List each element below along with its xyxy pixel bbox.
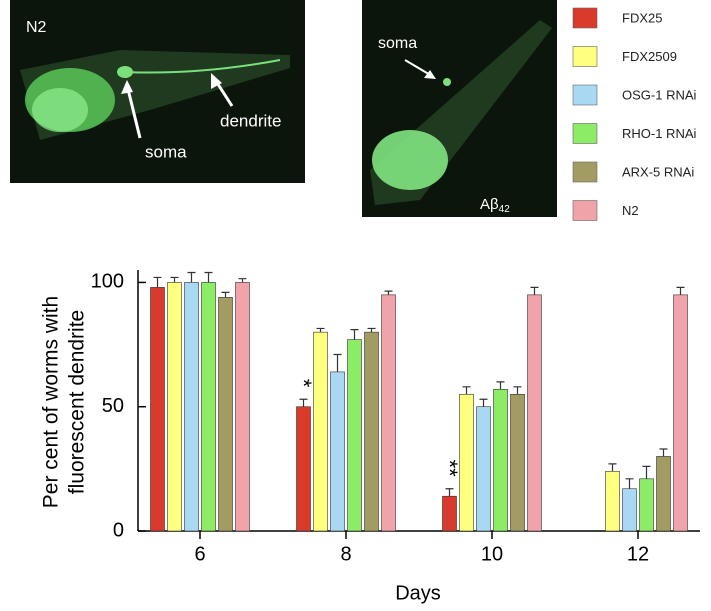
y-tick-label: 0 (113, 519, 124, 541)
bar (527, 294, 542, 532)
bar (381, 294, 396, 532)
error-bar (221, 291, 230, 298)
panel-label-sub: 42 (499, 204, 511, 215)
bar (622, 488, 637, 532)
bar (493, 389, 508, 532)
error-bar (153, 276, 162, 288)
annotation: dendrite (220, 111, 281, 130)
error-bar (367, 327, 376, 333)
panel-label: Aβ42 (480, 196, 510, 215)
error-bar (316, 327, 325, 333)
x-tick-label: 8 (340, 543, 351, 565)
bar (201, 282, 216, 532)
significance-mark: * (291, 379, 316, 388)
micrograph-abeta: soma Aβ42 (362, 0, 557, 217)
error-bar (350, 329, 359, 340)
panel-label: N2 (26, 19, 47, 36)
y-tick-label: 100 (91, 271, 124, 293)
error-bar (496, 381, 505, 390)
error-bar (479, 398, 488, 407)
bar (510, 393, 525, 532)
bar (347, 339, 362, 532)
bar (605, 471, 620, 532)
error-bar (170, 276, 179, 283)
error-bar (187, 271, 196, 283)
error-bar (299, 398, 308, 407)
bar (296, 406, 311, 532)
legend-label: FDX2509 (622, 49, 677, 64)
x-tick-label: 12 (627, 543, 649, 565)
error-bar (642, 465, 651, 479)
x-axis-label: Days (395, 582, 441, 604)
bar (656, 456, 671, 532)
panel-label-main: Aβ (480, 196, 499, 213)
error-bar (333, 353, 342, 372)
annotation: soma (378, 35, 417, 52)
bar (673, 294, 688, 532)
legend-swatch (572, 161, 598, 183)
micrograph-n2: N2 soma dendrite (10, 0, 305, 183)
legend-label: ARX-5 RNAi (622, 164, 694, 179)
error-bar (608, 463, 617, 472)
error-bar (445, 488, 454, 497)
y-tick-label: 50 (102, 395, 124, 417)
bar (330, 371, 345, 532)
annotation: soma (145, 142, 187, 161)
bar (639, 478, 654, 532)
legend-swatch (572, 200, 598, 221)
error-bar (384, 290, 393, 295)
error-bar (462, 386, 471, 395)
legend-label: RHO-1 RNAi (622, 126, 697, 141)
bar (184, 282, 199, 532)
error-bar (659, 448, 668, 457)
bar (313, 331, 328, 532)
legend-label: N2 (622, 203, 639, 218)
bar (150, 287, 165, 532)
legend-swatch (572, 123, 598, 144)
error-bar (530, 286, 539, 295)
significance-mark: ** (437, 460, 462, 478)
bar (364, 331, 379, 532)
x-tick-label: 6 (194, 543, 205, 565)
legend-swatch (572, 7, 598, 29)
bar (442, 495, 457, 532)
error-bar (676, 286, 685, 295)
x-tick-label: 10 (481, 543, 503, 565)
y-axis-label: Per cent of worms with (40, 296, 63, 508)
y-axis-label: fluorescent dendrite (66, 310, 89, 494)
legend-swatch (572, 84, 598, 106)
bar (218, 297, 233, 532)
error-bar (238, 278, 247, 283)
legend-label: FDX25 (622, 10, 662, 25)
bar (167, 282, 182, 532)
error-bar (625, 478, 634, 489)
legend-swatch (572, 46, 598, 67)
bar (476, 406, 491, 532)
bar (235, 282, 250, 532)
error-bar (204, 271, 213, 283)
error-bar (513, 386, 522, 395)
legend-label: OSG-1 RNAi (622, 87, 697, 102)
